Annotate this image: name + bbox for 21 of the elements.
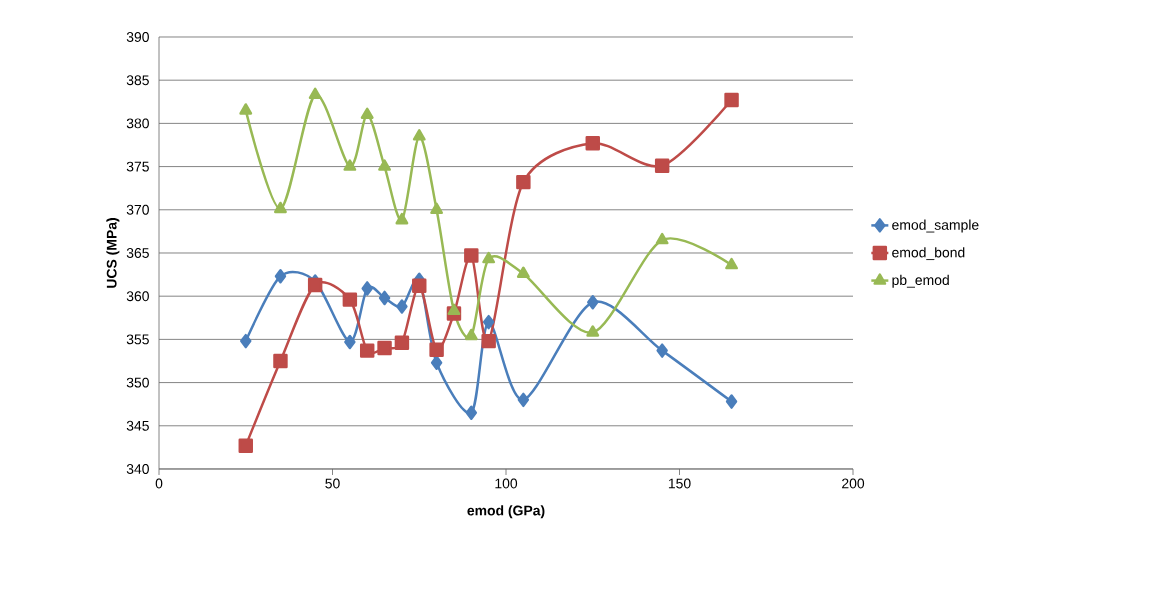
x-tick-label: 200	[842, 478, 865, 489]
y-tick-label: 355	[126, 334, 149, 345]
legend-label: pb_emod	[892, 274, 949, 288]
y-tick-label: 350	[126, 377, 149, 388]
y-tick-label: 360	[126, 291, 149, 302]
x-tick-label: 150	[668, 478, 691, 489]
y-tick-label: 390	[126, 32, 149, 42]
x-tick-label: 50	[325, 478, 340, 489]
y-tick-label: 385	[126, 75, 149, 86]
x-tick-label: 0	[155, 478, 163, 489]
y-tick-label: 365	[126, 248, 149, 258]
x-tick-label: 100	[495, 478, 518, 489]
y-tick-label: 380	[126, 118, 149, 129]
x-axis-title: emod (GPa)	[467, 505, 545, 519]
y-axis-title: UCS (MPa)	[106, 218, 120, 288]
y-tick-label: 375	[126, 161, 149, 172]
y-tick-label: 345	[126, 420, 149, 431]
legend-label: emod_bond	[892, 247, 965, 261]
y-tick-label: 340	[126, 464, 149, 474]
legend-label: emod_sample	[892, 219, 979, 233]
y-tick-label: 370	[126, 204, 149, 215]
